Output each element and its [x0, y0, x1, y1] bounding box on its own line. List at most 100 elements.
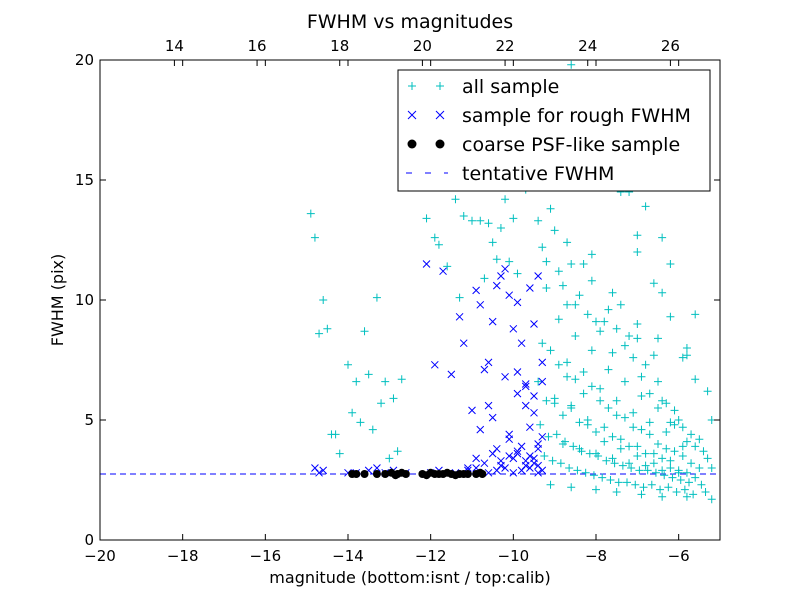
point-rough-sample [534, 272, 542, 280]
point-all-sample [546, 346, 555, 355]
point-all-sample [550, 226, 559, 235]
point-all-sample [581, 468, 590, 477]
point-all-sample [620, 413, 629, 422]
point-all-sample [623, 478, 631, 487]
point-all-sample [534, 216, 543, 225]
point-all-sample [583, 416, 592, 424]
point-all-sample [656, 485, 665, 494]
point-all-sample [604, 365, 613, 374]
point-all-sample [691, 375, 700, 384]
plot-area [100, 60, 720, 504]
point-all-sample [662, 428, 671, 436]
point-all-sample [614, 478, 623, 487]
point-all-sample [352, 377, 361, 386]
point-all-sample [306, 209, 315, 218]
point-rough-sample [430, 360, 439, 369]
y-tick-label: 15 [75, 171, 94, 189]
point-all-sample [579, 260, 588, 268]
point-all-sample [658, 233, 667, 242]
point-rough-sample [538, 432, 547, 441]
point-all-sample [513, 269, 522, 278]
point-all-sample [645, 418, 654, 427]
point-all-sample [596, 384, 605, 393]
point-psf-sample [381, 470, 390, 478]
point-all-sample [662, 444, 671, 453]
point-all-sample [505, 257, 514, 266]
point-all-sample [695, 464, 704, 472]
point-rough-sample [505, 291, 514, 300]
point-all-sample [596, 396, 605, 405]
point-rough-sample [472, 286, 480, 295]
x-tick-label: −20 [84, 547, 116, 565]
point-all-sample [678, 452, 687, 460]
point-rough-sample [319, 466, 328, 475]
top-x-tick-label: 20 [413, 37, 432, 55]
point-all-sample [538, 243, 547, 252]
point-all-sample [567, 401, 576, 410]
point-all-sample [651, 468, 660, 477]
point-all-sample [691, 310, 700, 319]
point-all-sample [558, 440, 567, 448]
chart-title: FWHM vs magnitudes [307, 11, 513, 33]
top-x-tick-label: 22 [496, 37, 515, 55]
point-all-sample [509, 214, 518, 223]
point-all-sample [344, 360, 352, 369]
point-all-sample [587, 250, 596, 259]
point-rough-sample [480, 459, 489, 468]
point-rough-sample [526, 284, 534, 292]
point-all-sample [360, 327, 369, 336]
point-all-sample [552, 430, 561, 439]
point-all-sample [674, 416, 683, 424]
point-all-sample [654, 334, 662, 343]
point-all-sample [563, 358, 572, 367]
point-all-sample [488, 238, 497, 247]
point-rough-sample [505, 452, 514, 460]
point-all-sample [536, 420, 545, 429]
point-all-sample [639, 483, 648, 492]
point-all-sample [459, 212, 468, 220]
legend-markers [406, 82, 448, 174]
point-all-sample [678, 442, 687, 451]
top-x-tick-label: 14 [165, 37, 184, 55]
point-all-sample [637, 372, 646, 381]
point-psf-sample [478, 470, 487, 478]
point-all-sample [641, 461, 650, 470]
point-all-sample [654, 377, 662, 386]
y-tick-label: 0 [84, 531, 94, 549]
point-all-sample [368, 425, 377, 434]
x-tick-label: −18 [167, 547, 199, 565]
point-all-sample [666, 418, 675, 427]
point-all-sample [563, 372, 572, 381]
point-all-sample [635, 466, 644, 475]
point-all-sample [633, 248, 642, 256]
point-all-sample [689, 490, 698, 499]
y-tick-label: 20 [75, 51, 94, 69]
point-all-sample [658, 396, 667, 405]
point-rough-sample [530, 408, 538, 417]
point-all-sample [600, 437, 609, 446]
point-all-sample [612, 411, 621, 420]
x-tick-label: −6 [668, 547, 690, 565]
point-all-sample [310, 233, 319, 242]
x-tick-label: −10 [498, 547, 530, 565]
point-all-sample [670, 406, 679, 415]
point-rough-sample [464, 464, 472, 472]
point-all-sample [583, 310, 592, 319]
point-all-sample [608, 454, 617, 463]
point-all-sample [645, 430, 654, 439]
point-rough-sample [468, 406, 476, 415]
point-all-sample [697, 480, 706, 489]
point-all-sample [598, 473, 607, 482]
point-all-sample [451, 195, 460, 204]
point-all-sample [699, 447, 708, 456]
point-all-sample [579, 368, 588, 376]
point-all-sample [455, 293, 464, 302]
point-all-sample [538, 339, 547, 348]
point-all-sample [654, 440, 662, 448]
point-all-sample [629, 423, 638, 432]
point-all-sample [563, 300, 572, 309]
point-all-sample [542, 284, 551, 292]
point-all-sample [612, 324, 621, 333]
point-all-sample [633, 231, 642, 240]
point-rough-sample [509, 324, 518, 333]
